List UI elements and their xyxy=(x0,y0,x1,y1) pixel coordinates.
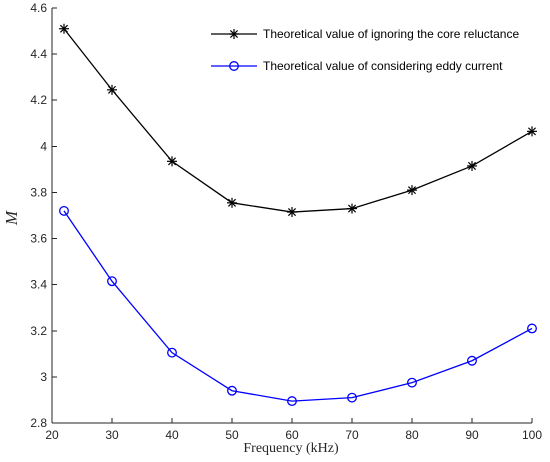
legend-item: Theoretical value of considering eddy cu… xyxy=(211,59,503,73)
series-1 xyxy=(59,23,537,218)
asterisk-stroke xyxy=(167,157,177,166)
legend-label: Theoretical value of considering eddy cu… xyxy=(263,59,503,73)
x-tick-label: 40 xyxy=(165,428,179,442)
y-tick-label: 4.6 xyxy=(30,1,47,15)
x-tick-label: 30 xyxy=(105,428,119,442)
asterisk-stroke xyxy=(59,24,69,33)
asterisk-stroke xyxy=(227,198,237,207)
y-axis-label: M xyxy=(2,210,21,226)
data-point xyxy=(59,23,69,34)
data-point xyxy=(167,347,177,358)
data-point xyxy=(107,84,117,95)
x-axis-label: Frequency (kHz) xyxy=(243,441,339,456)
data-point xyxy=(467,160,477,171)
data-point xyxy=(107,276,117,287)
data-point xyxy=(527,126,537,137)
asterisk-stroke xyxy=(467,161,477,170)
y-tick-label: 4.4 xyxy=(30,47,47,61)
y-tick-label: 4.2 xyxy=(30,93,47,107)
y-tick-label: 3.4 xyxy=(30,278,47,292)
asterisk-stroke xyxy=(107,85,117,94)
y-tick-label: 3.2 xyxy=(30,324,47,338)
asterisk-stroke xyxy=(287,208,297,217)
x-tick-label: 20 xyxy=(45,428,59,442)
data-point xyxy=(527,323,537,334)
legend-item: Theoretical value of ignoring the core r… xyxy=(211,27,519,41)
asterisk-stroke xyxy=(407,186,417,195)
legend: Theoretical value of ignoring the core r… xyxy=(211,27,519,73)
data-point xyxy=(227,385,237,396)
series-layer xyxy=(59,23,537,407)
data-point xyxy=(347,203,357,214)
y-tick-label: 3.6 xyxy=(30,232,47,246)
data-point xyxy=(59,205,69,216)
series-line xyxy=(63,28,533,213)
data-point xyxy=(407,185,417,196)
x-tick-label: 60 xyxy=(285,428,299,442)
asterisk-stroke xyxy=(527,127,537,136)
x-tick-label: 80 xyxy=(405,428,419,442)
x-tick-label: 70 xyxy=(345,428,359,442)
asterisk-stroke xyxy=(347,204,357,213)
data-point xyxy=(407,377,417,388)
legend-marker xyxy=(229,61,239,71)
data-point xyxy=(347,392,357,403)
y-tick-label: 3.8 xyxy=(30,185,47,199)
x-tick-label: 100 xyxy=(522,428,542,442)
legend-label: Theoretical value of ignoring the core r… xyxy=(263,27,519,41)
y-tick-label: 4 xyxy=(40,139,47,153)
legend-marker xyxy=(229,29,239,39)
x-tick-label: 90 xyxy=(465,428,479,442)
data-point xyxy=(167,156,177,167)
series-2 xyxy=(59,205,537,407)
asterisk-stroke xyxy=(229,29,239,39)
y-tick-label: 2.8 xyxy=(30,416,47,430)
data-point xyxy=(287,207,297,218)
data-point xyxy=(287,396,297,407)
axes: 20 30 40 50 60 70 80 90 100 2.8 3 3.2 3.4 3.6 3.8 4 4.2 4… xyxy=(30,1,542,442)
data-point xyxy=(227,197,237,208)
y-tick-label: 3 xyxy=(40,370,47,384)
data-point xyxy=(467,355,477,366)
x-tick-label: 50 xyxy=(225,428,239,442)
series-line xyxy=(63,210,533,402)
